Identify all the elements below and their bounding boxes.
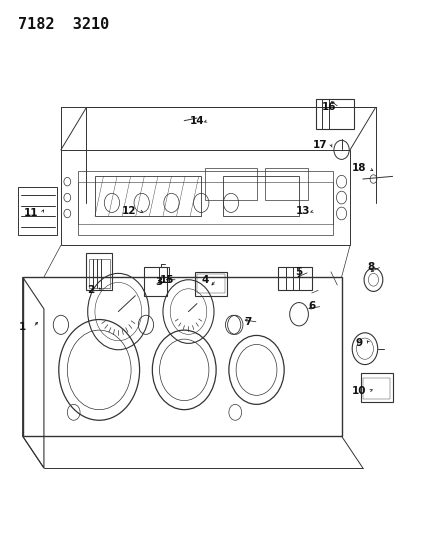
Text: 17: 17 <box>313 140 327 150</box>
Bar <box>144 266 167 296</box>
Text: 11: 11 <box>24 208 39 219</box>
Bar <box>316 100 354 128</box>
Bar <box>223 176 299 216</box>
Bar <box>195 272 227 296</box>
Text: 4: 4 <box>202 274 209 285</box>
Text: 1: 1 <box>19 322 26 333</box>
Bar <box>95 176 201 216</box>
Bar <box>159 266 169 282</box>
Text: 9: 9 <box>355 338 362 349</box>
Text: 13: 13 <box>296 206 311 216</box>
Bar <box>78 182 333 224</box>
Bar <box>89 259 110 288</box>
Bar <box>363 378 390 399</box>
Bar <box>86 253 112 290</box>
Text: 10: 10 <box>351 386 366 396</box>
Bar <box>278 266 312 290</box>
Text: 16: 16 <box>321 102 336 112</box>
Text: 2: 2 <box>87 285 94 295</box>
Text: 12: 12 <box>122 206 136 216</box>
Text: 3: 3 <box>155 277 162 287</box>
Text: 6: 6 <box>308 301 315 311</box>
Text: 7: 7 <box>244 317 252 327</box>
Text: 14: 14 <box>190 116 204 126</box>
Text: 7182  3210: 7182 3210 <box>18 17 110 33</box>
Bar <box>78 171 333 235</box>
Bar <box>205 168 256 200</box>
Text: 18: 18 <box>351 164 366 173</box>
Text: 8: 8 <box>368 262 375 271</box>
Bar <box>197 274 225 293</box>
Text: 5: 5 <box>295 267 303 277</box>
Bar <box>265 168 308 200</box>
Text: 15: 15 <box>160 274 175 285</box>
Bar <box>361 373 392 402</box>
